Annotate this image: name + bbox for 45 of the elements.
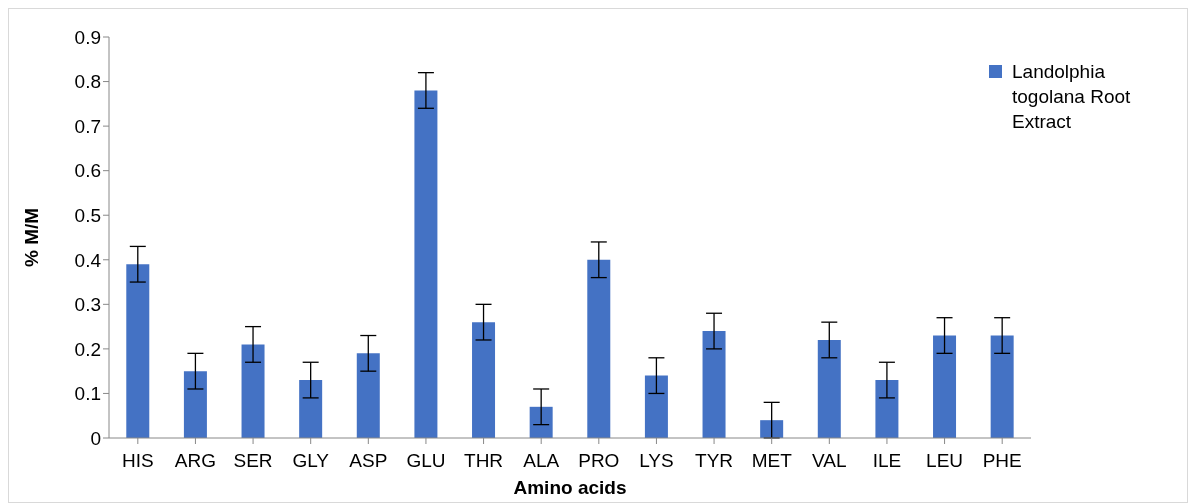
- bar: [990, 335, 1014, 438]
- x-tick-label: GLY: [292, 450, 330, 472]
- y-tick-label: 0.7: [74, 115, 101, 137]
- bar: [241, 344, 265, 438]
- bar: [529, 406, 553, 438]
- x-tick-label: SER: [233, 450, 273, 472]
- y-tick-label: 0.6: [74, 160, 101, 182]
- bar: [356, 353, 380, 438]
- y-tick-label: 0: [90, 427, 101, 449]
- bar: [183, 371, 207, 438]
- y-tick-label: 0.1: [74, 383, 101, 405]
- x-tick-label: ALA: [523, 450, 560, 472]
- y-tick-label: 0.5: [74, 204, 101, 226]
- x-tick-label: PRO: [578, 450, 620, 472]
- y-tick-label: 0.8: [74, 71, 101, 93]
- bar: [875, 380, 899, 438]
- bar: [644, 375, 668, 438]
- x-tick-label: GLU: [406, 450, 446, 472]
- bar: [760, 420, 784, 438]
- x-tick-label: LEU: [926, 450, 964, 472]
- bar: [299, 380, 323, 438]
- bar: [933, 335, 957, 438]
- bar: [702, 331, 726, 438]
- x-tick-label: ILE: [872, 450, 902, 472]
- bar: [472, 322, 496, 438]
- bar: [587, 259, 611, 438]
- bar: [414, 90, 438, 438]
- x-tick-label: MET: [751, 450, 793, 472]
- x-tick-label: ARG: [174, 450, 217, 472]
- x-tick-label: ASP: [349, 450, 388, 472]
- y-tick-label: 0.4: [74, 249, 102, 271]
- x-tick-label: THR: [464, 450, 504, 472]
- y-axis-title: % M/M: [20, 207, 42, 268]
- y-tick-label: 0.9: [74, 26, 101, 48]
- bar: [126, 264, 150, 438]
- x-tick-label: HIS: [121, 450, 154, 472]
- x-tick-label: VAL: [812, 450, 847, 472]
- x-tick-label: PHE: [982, 450, 1022, 472]
- x-tick-label: LYS: [639, 450, 674, 472]
- y-tick-label: 0.3: [74, 294, 101, 316]
- y-tick-label: 0.2: [74, 338, 101, 360]
- bar: [817, 339, 841, 438]
- x-axis-title: Amino acids: [513, 477, 627, 498]
- legend-label: Landolphia togolana Root Extract: [1012, 60, 1132, 134]
- x-tick-label: TYR: [695, 450, 734, 472]
